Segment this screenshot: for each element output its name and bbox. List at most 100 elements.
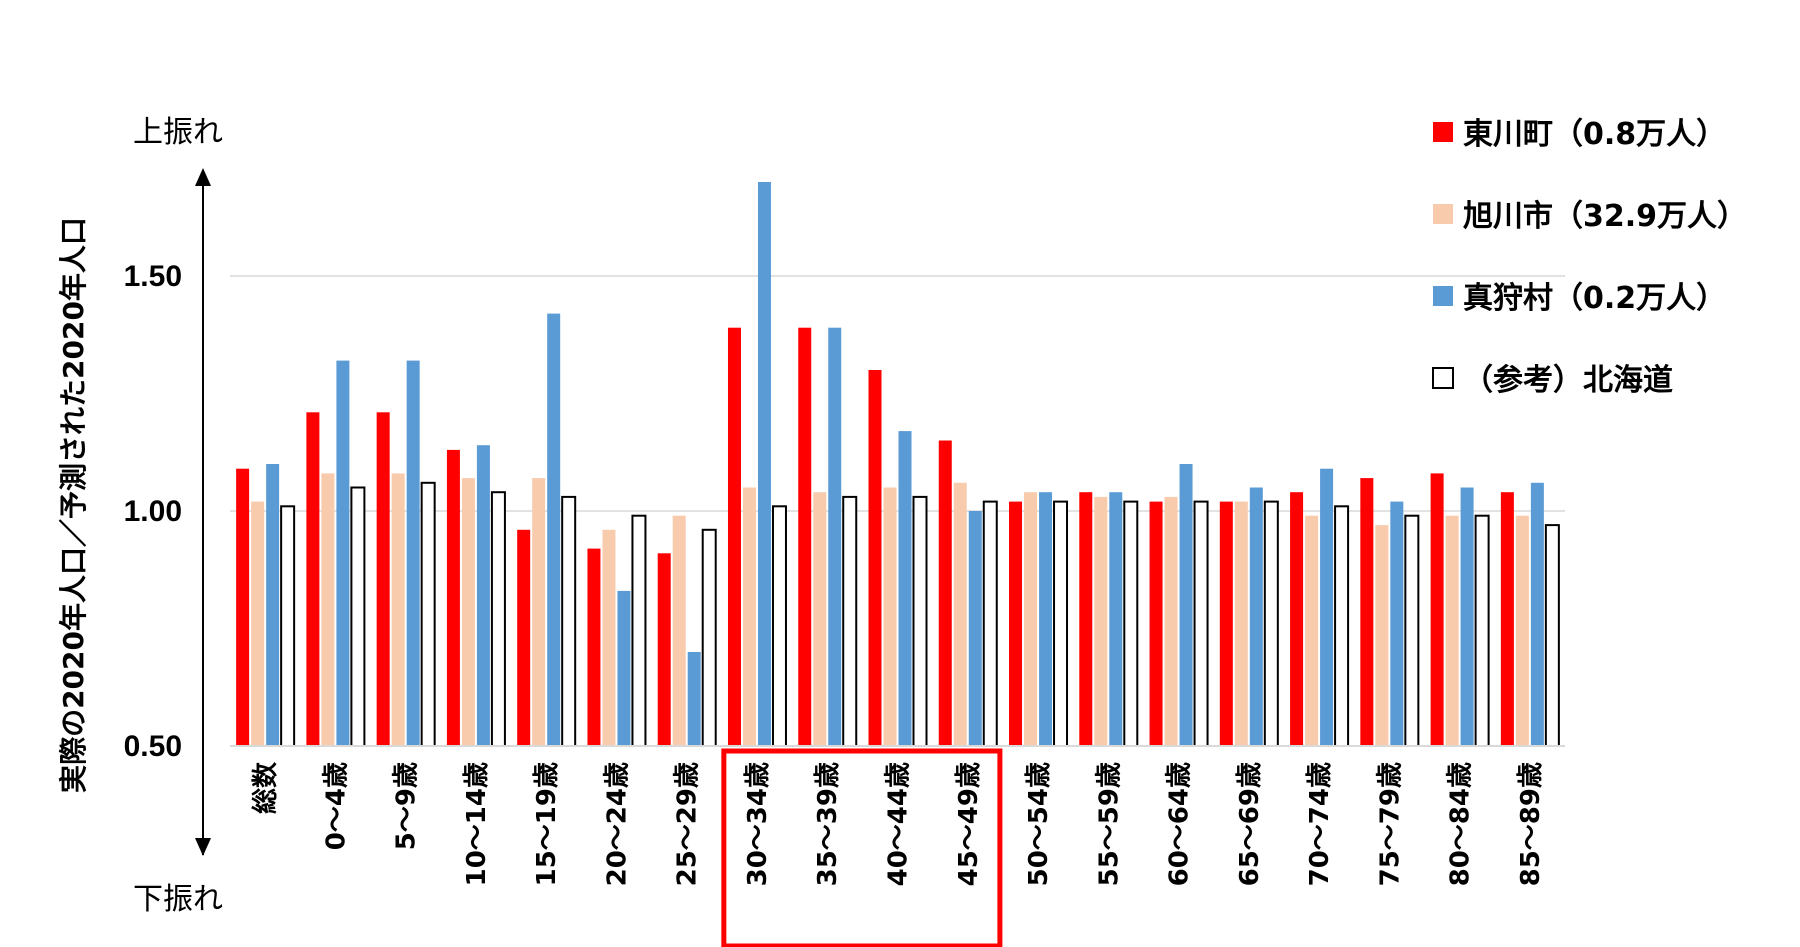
category-label: 40～44歳 (884, 762, 914, 886)
bar-series-2 (1094, 496, 1108, 746)
bar-series-2 (672, 515, 686, 746)
bar-group (727, 182, 787, 747)
legend-label: 東川町（0.8万人） (1463, 117, 1726, 152)
bar-series-1 (1079, 492, 1093, 746)
legend-label: 旭川市（32.9万人） (1463, 199, 1747, 234)
bar-series-4 (561, 495, 577, 747)
gridlines (230, 275, 1565, 512)
bar-series-3 (968, 511, 982, 746)
category-label: 15～19歳 (532, 762, 562, 886)
legend-item: 旭川市（32.9万人） (1433, 199, 1747, 234)
bar-series-2 (321, 473, 335, 746)
bar-series-4 (1404, 514, 1420, 748)
bar-series-2 (742, 487, 756, 746)
y-tick-label: 0.50 (124, 730, 182, 763)
legend-label: 真狩村（0.2万人） (1463, 281, 1726, 316)
bar-series-2 (1305, 515, 1319, 746)
category-label: 5～9歳 (392, 762, 422, 850)
bar-series-1 (376, 412, 390, 746)
direction-arrow (195, 168, 211, 856)
legend-item: 真狩村（0.2万人） (1433, 281, 1726, 316)
arrow-down-icon (195, 838, 211, 856)
bar-series-2 (883, 487, 897, 746)
legend-swatch (1432, 367, 1454, 389)
bar-series-3 (1320, 468, 1334, 746)
category-label: 10～14歳 (462, 762, 492, 886)
bar-series-1 (1009, 501, 1023, 746)
bar-series-1 (1360, 478, 1374, 746)
bar-group (1009, 492, 1069, 747)
lower-hint-label: 下振れ (133, 882, 223, 917)
bar-group (657, 515, 717, 747)
category-label: 0～4歳 (321, 762, 351, 850)
category-label: 70～74歳 (1305, 762, 1335, 886)
bar-series-1 (1290, 492, 1304, 746)
highlight-box (721, 748, 1003, 947)
category-labels: 総数 0～4歳 5～9歳 10～14歳 15～19歳 20～24歳 25～29歳 30～34歳… (250, 761, 1546, 886)
bar-series-4 (280, 505, 296, 747)
bar-series-1 (236, 468, 250, 746)
bar-series-4 (771, 505, 787, 747)
bar-series-1 (868, 370, 882, 746)
bar-group (446, 445, 506, 748)
bar-series-4 (1123, 500, 1139, 747)
category-label: 55～59歳 (1094, 762, 1124, 886)
bar-series-1 (798, 327, 812, 746)
y-axis-title: 実際の2020年人口／予測された2020年人口 (57, 217, 90, 793)
bar-series-4 (631, 514, 647, 748)
arrow-up-icon (195, 168, 211, 186)
bar-series-1 (727, 327, 741, 746)
y-axis-ticks: 0.50 1.00 1.50 (124, 260, 182, 763)
bar-series-1 (517, 529, 531, 746)
bar-series-4 (490, 491, 506, 748)
bar-series-3 (266, 464, 280, 746)
bar-series-1 (1430, 473, 1444, 746)
bar-group (798, 327, 858, 747)
bar-series-3 (406, 360, 420, 746)
bar-series-4 (982, 500, 998, 747)
legend-swatch (1433, 286, 1453, 306)
legend-item: 東川町（0.8万人） (1433, 117, 1726, 152)
category-label: 総数 (250, 761, 281, 814)
bar-series-1 (587, 548, 601, 746)
bar-group (1079, 492, 1139, 747)
bar-series-3 (547, 313, 561, 746)
category-label: 45～49歳 (954, 762, 984, 886)
bar-series-3 (687, 652, 701, 746)
bar-group (1290, 468, 1350, 747)
bar-series-3 (1460, 487, 1474, 746)
bar-series-3 (1039, 492, 1053, 746)
highlight-rect (721, 748, 1003, 947)
bar-series-3 (617, 590, 631, 746)
y-tick-label: 1.50 (124, 260, 182, 293)
bar-series-4 (1053, 500, 1069, 747)
y-tick-label: 1.00 (124, 495, 182, 528)
bar-series-1 (1500, 492, 1514, 746)
category-label: 80～84歳 (1446, 762, 1476, 886)
bar-series-3 (476, 445, 490, 746)
bar-group (376, 360, 436, 747)
bar-series-4 (842, 495, 858, 747)
bar-group (306, 360, 366, 747)
bar-group (1430, 473, 1490, 748)
legend-swatch (1433, 122, 1453, 142)
bar-series-3 (898, 431, 912, 746)
bar-series-2 (1234, 501, 1248, 746)
bar-series-2 (602, 529, 616, 746)
category-label: 30～34歳 (743, 762, 773, 886)
legend-label: （参考）北海道 (1463, 363, 1673, 398)
bar-group (1360, 478, 1420, 748)
bar-series-3 (1249, 487, 1263, 746)
bar-series-4 (1544, 524, 1560, 747)
bar-group (868, 370, 928, 747)
bar-series-4 (350, 486, 366, 747)
bar-series-2 (1445, 515, 1459, 746)
bar-series-3 (1109, 492, 1123, 746)
bar-series-2 (391, 473, 405, 746)
bar-group (1500, 482, 1560, 747)
bar-series-1 (1219, 501, 1233, 746)
bar-series-2 (461, 478, 475, 746)
category-label: 25～29歳 (673, 762, 703, 886)
category-label: 20～24歳 (602, 762, 632, 886)
